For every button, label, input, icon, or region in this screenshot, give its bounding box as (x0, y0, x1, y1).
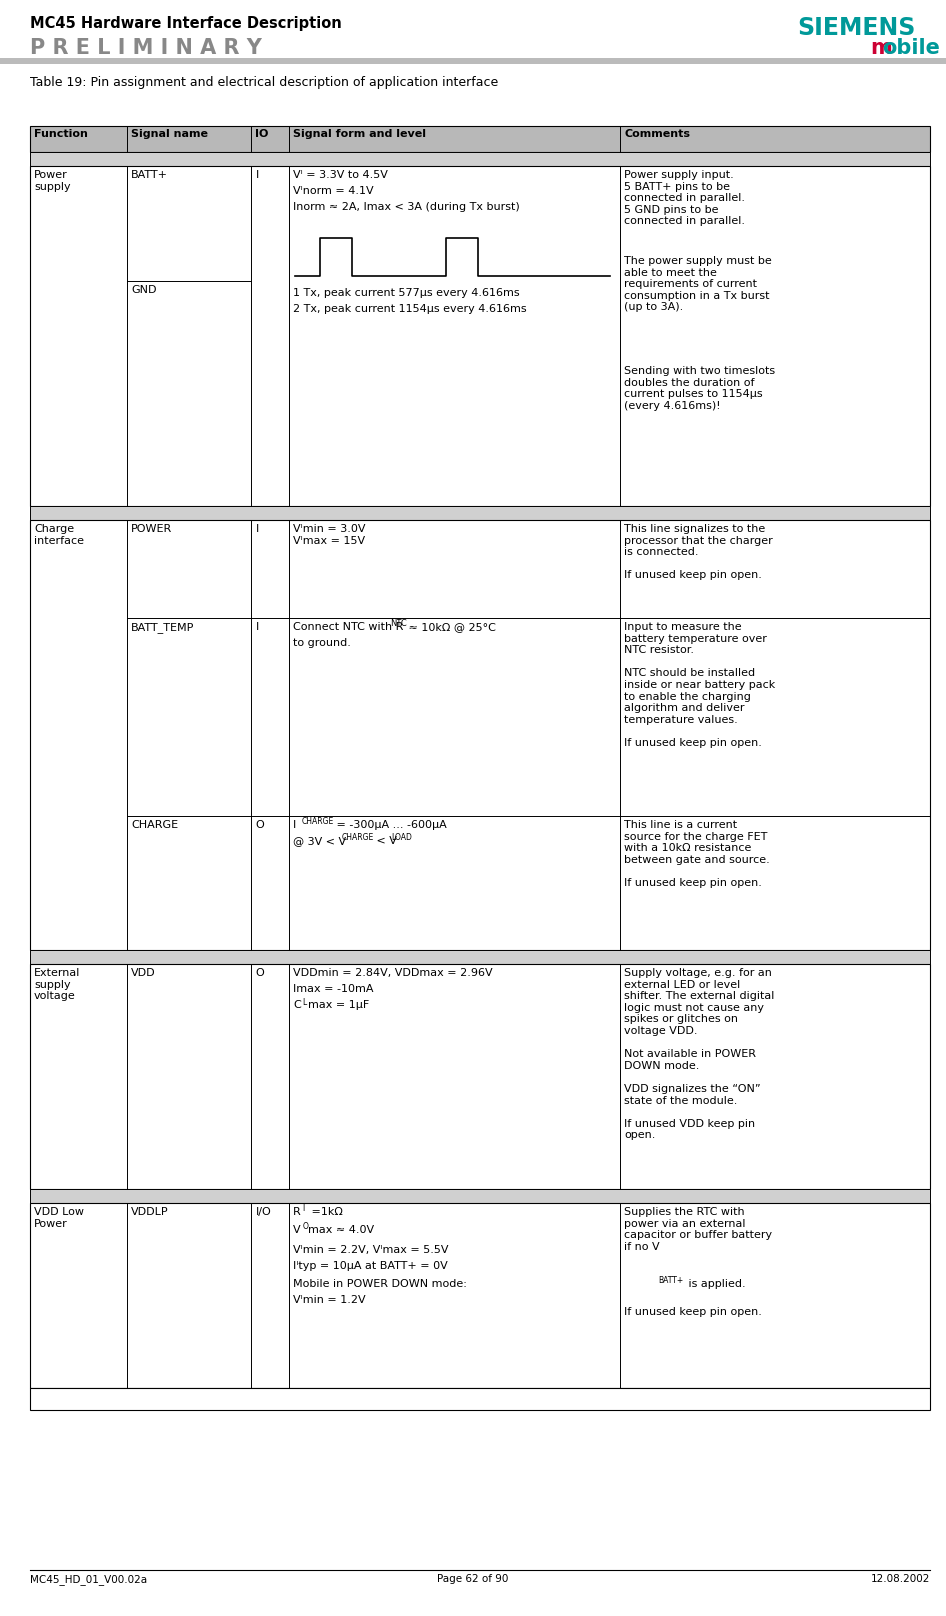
Text: I/O: I/O (255, 1207, 272, 1217)
Text: I: I (255, 524, 258, 533)
Text: Supply voltage, e.g. for an
external LED or level
shifter. The external digital
: Supply voltage, e.g. for an external LED… (624, 968, 775, 1141)
Text: This line is a current
source for the charge FET
with a 10kΩ resistance
between : This line is a current source for the ch… (624, 819, 770, 889)
Text: =1kΩ: =1kΩ (308, 1207, 343, 1217)
Text: Comments: Comments (624, 129, 691, 139)
Text: BATT+: BATT+ (658, 1277, 684, 1285)
Text: Sending with two timeslots
doubles the duration of
current pulses to 1154μs
(eve: Sending with two timeslots doubles the d… (624, 365, 776, 410)
Text: VDDLP: VDDLP (131, 1207, 168, 1217)
Text: MC45_HD_01_V00.02a: MC45_HD_01_V00.02a (30, 1574, 148, 1585)
Text: Charge
interface: Charge interface (34, 524, 84, 546)
Text: Page 62 of 90: Page 62 of 90 (437, 1574, 509, 1584)
Text: Signal name: Signal name (131, 129, 208, 139)
Text: CHARGE: CHARGE (342, 832, 374, 842)
Bar (30, 166, 930, 506)
Text: Connect NTC with R: Connect NTC with R (293, 622, 404, 632)
Text: SIEMENS: SIEMENS (797, 16, 916, 40)
Text: V: V (293, 1225, 301, 1235)
Text: Power supply input.
5 BATT+ pins to be
connected in parallel.
5 GND pins to be
c: Power supply input. 5 BATT+ pins to be c… (624, 170, 745, 226)
Text: External
supply
voltage: External supply voltage (34, 968, 80, 1002)
Text: R: R (293, 1207, 301, 1217)
Text: 12.08.2002: 12.08.2002 (870, 1574, 930, 1584)
Text: If unused keep pin open.: If unused keep pin open. (624, 1294, 762, 1317)
Text: POWER: POWER (131, 524, 172, 533)
Text: I: I (255, 170, 258, 179)
Text: Table 19: Pin assignment and electrical description of application interface: Table 19: Pin assignment and electrical … (30, 76, 499, 89)
Bar (0, 58, 946, 65)
Text: PRELIMINARY: PRELIMINARY (144, 567, 802, 1026)
Text: @ 3V < V: @ 3V < V (293, 835, 346, 847)
Text: Power
supply: Power supply (34, 170, 71, 192)
Text: VDD Low
Power: VDD Low Power (34, 1207, 84, 1228)
Bar (30, 506, 930, 520)
Text: Vᴵnorm = 4.1V: Vᴵnorm = 4.1V (293, 186, 374, 196)
Text: ≈ 10kΩ @ 25°C: ≈ 10kΩ @ 25°C (405, 622, 496, 632)
Text: is applied.: is applied. (686, 1278, 746, 1290)
Bar (30, 152, 930, 166)
Text: 2 Tx, peak current 1154μs every 4.616ms: 2 Tx, peak current 1154μs every 4.616ms (293, 304, 527, 314)
Bar (30, 950, 930, 965)
Text: I: I (302, 1204, 305, 1214)
Text: CHARGE: CHARGE (131, 819, 179, 831)
Text: Vᴵmin = 1.2V: Vᴵmin = 1.2V (293, 1294, 366, 1306)
Text: I: I (255, 622, 258, 632)
Text: O: O (255, 968, 264, 978)
Text: I: I (293, 819, 296, 831)
Text: Vᴵmin = 2.2V, Vᴵmax = 5.5V: Vᴵmin = 2.2V, Vᴵmax = 5.5V (293, 1244, 448, 1256)
Text: to ground.: to ground. (293, 638, 351, 648)
Text: L: L (302, 999, 307, 1007)
Text: Inorm ≈ 2A, Imax < 3A (during Tx burst): Inorm ≈ 2A, Imax < 3A (during Tx burst) (293, 202, 520, 212)
Text: 1 Tx, peak current 577μs every 4.616ms: 1 Tx, peak current 577μs every 4.616ms (293, 288, 519, 297)
Text: Imax = -10mA: Imax = -10mA (293, 984, 374, 994)
Text: Supplies the RTC with
power via an external
capacitor or buffer battery
if no V: Supplies the RTC with power via an exter… (624, 1207, 773, 1252)
Bar (30, 520, 930, 950)
Text: max = 1μF: max = 1μF (308, 1000, 370, 1010)
Text: The power supply must be
able to meet the
requirements of current
consumption in: The power supply must be able to meet th… (624, 255, 772, 312)
Bar (30, 1388, 930, 1411)
Text: VDD: VDD (131, 968, 156, 978)
Text: m: m (870, 39, 892, 58)
Bar (30, 1202, 930, 1388)
Text: CHARGE: CHARGE (301, 818, 333, 826)
Text: Input to measure the
battery temperature over
NTC resistor.

NTC should be insta: Input to measure the battery temperature… (624, 622, 776, 748)
Text: GND: GND (131, 284, 157, 296)
Text: Function: Function (34, 129, 88, 139)
Text: MC45 Hardware Interface Description: MC45 Hardware Interface Description (30, 16, 342, 31)
Text: O: O (302, 1222, 308, 1231)
Bar (30, 126, 930, 152)
Text: LOAD: LOAD (392, 832, 412, 842)
Text: VDDmin = 2.84V, VDDmax = 2.96V: VDDmin = 2.84V, VDDmax = 2.96V (293, 968, 493, 978)
Text: Mobile in POWER DOWN mode:: Mobile in POWER DOWN mode: (293, 1278, 467, 1290)
Text: Signal form and level: Signal form and level (293, 129, 427, 139)
Bar (30, 965, 930, 1189)
Text: O: O (255, 819, 264, 831)
Text: < V: < V (374, 835, 397, 847)
Text: BATT+: BATT+ (131, 170, 168, 179)
Text: BATT_TEMP: BATT_TEMP (131, 622, 195, 633)
Text: C: C (293, 1000, 301, 1010)
Bar (30, 1189, 930, 1202)
Text: This line signalizes to the
processor that the charger
is connected.

If unused : This line signalizes to the processor th… (624, 524, 773, 580)
Text: NTC: NTC (390, 619, 407, 629)
Text: max ≈ 4.0V: max ≈ 4.0V (308, 1225, 375, 1235)
Text: Vᴵ = 3.3V to 4.5V: Vᴵ = 3.3V to 4.5V (293, 170, 388, 179)
Text: Vᴵmin = 3.0V
Vᴵmax = 15V: Vᴵmin = 3.0V Vᴵmax = 15V (293, 524, 366, 546)
Text: P R E L I M I N A R Y: P R E L I M I N A R Y (30, 39, 262, 58)
Text: Iᴵtyp = 10μA at BATT+ = 0V: Iᴵtyp = 10μA at BATT+ = 0V (293, 1260, 448, 1272)
Text: obile: obile (882, 39, 940, 58)
Text: = -300μA ... -600μA: = -300μA ... -600μA (333, 819, 447, 831)
Text: IO: IO (255, 129, 269, 139)
